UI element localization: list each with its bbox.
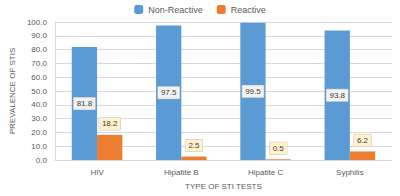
svg-text:30.0: 30.0	[31, 114, 47, 123]
svg-text:97.5: 97.5	[161, 88, 177, 97]
svg-text:2.5: 2.5	[188, 141, 200, 150]
svg-text:Hipatite C: Hipatite C	[248, 168, 283, 177]
svg-text:PREVALENCE OF STIS: PREVALENCE OF STIS	[8, 48, 17, 135]
svg-text:HIV: HIV	[90, 168, 104, 177]
svg-text:80.0: 80.0	[31, 45, 47, 54]
svg-text:0.0: 0.0	[36, 156, 48, 165]
svg-text:Reactive: Reactive	[231, 5, 266, 15]
svg-text:81.8: 81.8	[77, 99, 93, 108]
svg-text:6.2: 6.2	[357, 136, 369, 145]
svg-text:Syphilis: Syphilis	[336, 168, 364, 177]
svg-text:90.0: 90.0	[31, 31, 47, 40]
svg-text:100.0: 100.0	[27, 18, 48, 27]
svg-text:40.0: 40.0	[31, 100, 47, 109]
svg-text:Hipatite B: Hipatite B	[164, 168, 199, 177]
svg-text:0.5: 0.5	[273, 144, 285, 153]
svg-text:50.0: 50.0	[31, 87, 47, 96]
svg-text:20.0: 20.0	[31, 128, 47, 137]
svg-text:Non-Reactive: Non-Reactive	[148, 5, 203, 15]
svg-text:TYPE OF STI TESTS: TYPE OF STI TESTS	[185, 182, 262, 191]
svg-text:93.8: 93.8	[329, 91, 345, 100]
svg-text:18.2: 18.2	[102, 119, 118, 128]
svg-text:10.0: 10.0	[31, 142, 47, 151]
svg-text:70.0: 70.0	[31, 59, 47, 68]
svg-text:60.0: 60.0	[31, 73, 47, 82]
svg-text:99.5: 99.5	[245, 87, 261, 96]
